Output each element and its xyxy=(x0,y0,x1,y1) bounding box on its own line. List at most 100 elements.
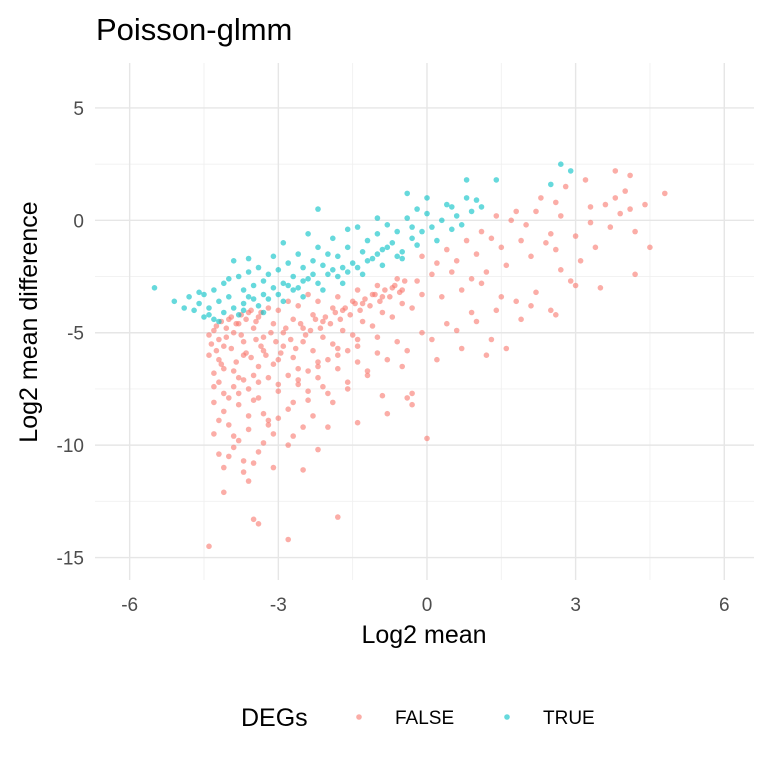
legend: DEGs FALSE TRUE xyxy=(241,704,595,732)
point-false xyxy=(354,336,361,343)
point-false xyxy=(240,469,247,475)
point-false xyxy=(439,294,445,300)
x-tick-label: -3 xyxy=(270,595,287,616)
point-true xyxy=(478,204,485,210)
point-false xyxy=(315,374,321,381)
point-true xyxy=(344,226,351,233)
point-true xyxy=(399,255,406,262)
point-false xyxy=(273,338,279,345)
point-false xyxy=(213,323,220,329)
point-false xyxy=(275,415,282,422)
point-false xyxy=(414,278,420,284)
point-true xyxy=(384,244,391,251)
point-false xyxy=(265,422,272,428)
point-false xyxy=(280,329,287,336)
point-true xyxy=(463,177,470,183)
point-false xyxy=(285,406,292,413)
point-false xyxy=(354,343,361,350)
point-true xyxy=(226,276,232,282)
point-false xyxy=(297,320,304,327)
point-true xyxy=(330,235,336,242)
point-true xyxy=(320,262,326,269)
point-true xyxy=(221,280,227,287)
point-false xyxy=(230,329,237,336)
point-false xyxy=(409,390,415,397)
point-false xyxy=(404,347,411,354)
point-false xyxy=(255,395,262,401)
point-false xyxy=(508,217,514,224)
point-false xyxy=(548,307,554,314)
point-false xyxy=(226,453,232,460)
legend-key-true xyxy=(504,714,510,720)
point-true xyxy=(359,271,366,278)
point-false xyxy=(587,204,594,210)
point-false xyxy=(290,399,297,406)
point-false xyxy=(250,372,257,379)
point-false xyxy=(216,451,222,457)
point-false xyxy=(337,316,344,323)
point-true xyxy=(221,309,227,316)
point-false xyxy=(243,316,249,323)
point-false xyxy=(300,325,306,332)
point-true xyxy=(349,260,356,266)
point-true xyxy=(364,258,371,264)
point-false xyxy=(253,336,259,343)
point-false xyxy=(394,338,401,345)
point-false xyxy=(377,298,383,305)
point-false xyxy=(285,372,292,379)
point-false xyxy=(228,314,235,320)
point-false xyxy=(325,390,331,397)
point-false xyxy=(233,359,239,365)
point-false xyxy=(488,336,495,343)
point-false xyxy=(518,237,524,244)
point-false xyxy=(429,336,435,343)
point-false xyxy=(632,271,638,278)
point-true xyxy=(394,228,401,235)
point-true xyxy=(315,280,321,287)
point-false xyxy=(627,172,633,179)
point-true xyxy=(399,249,406,255)
point-false xyxy=(622,188,628,194)
point-true xyxy=(384,222,391,228)
point-true xyxy=(339,264,346,271)
point-false xyxy=(453,258,460,264)
point-false xyxy=(607,224,614,230)
point-false xyxy=(553,246,559,253)
point-false xyxy=(221,365,227,372)
point-false xyxy=(228,345,235,352)
point-false xyxy=(478,280,485,287)
point-true xyxy=(260,291,267,298)
point-false xyxy=(335,365,341,372)
point-false xyxy=(290,354,297,361)
point-true xyxy=(374,215,381,221)
y-tick-label: -5 xyxy=(67,324,84,345)
point-true xyxy=(300,294,306,300)
point-false xyxy=(562,183,569,190)
point-false xyxy=(543,240,549,246)
point-false xyxy=(335,352,341,359)
point-false xyxy=(211,383,217,390)
point-true xyxy=(211,316,217,323)
point-false xyxy=(305,291,311,298)
point-false xyxy=(602,201,609,208)
point-false xyxy=(245,386,252,392)
point-false xyxy=(553,199,559,206)
point-true xyxy=(196,289,202,296)
point-false xyxy=(493,307,500,314)
x-tick-label: 3 xyxy=(570,595,581,616)
point-false xyxy=(211,431,217,437)
point-false xyxy=(275,307,282,314)
point-false xyxy=(352,300,358,307)
point-false xyxy=(627,206,633,212)
point-false xyxy=(458,345,465,352)
point-false xyxy=(310,347,316,354)
point-false xyxy=(226,395,232,401)
point-false xyxy=(354,419,361,426)
point-false xyxy=(305,368,311,374)
point-false xyxy=(567,278,574,284)
point-true xyxy=(404,215,411,221)
point-true xyxy=(379,262,386,269)
point-true xyxy=(310,271,316,278)
point-true xyxy=(285,260,292,266)
point-true xyxy=(374,231,381,237)
